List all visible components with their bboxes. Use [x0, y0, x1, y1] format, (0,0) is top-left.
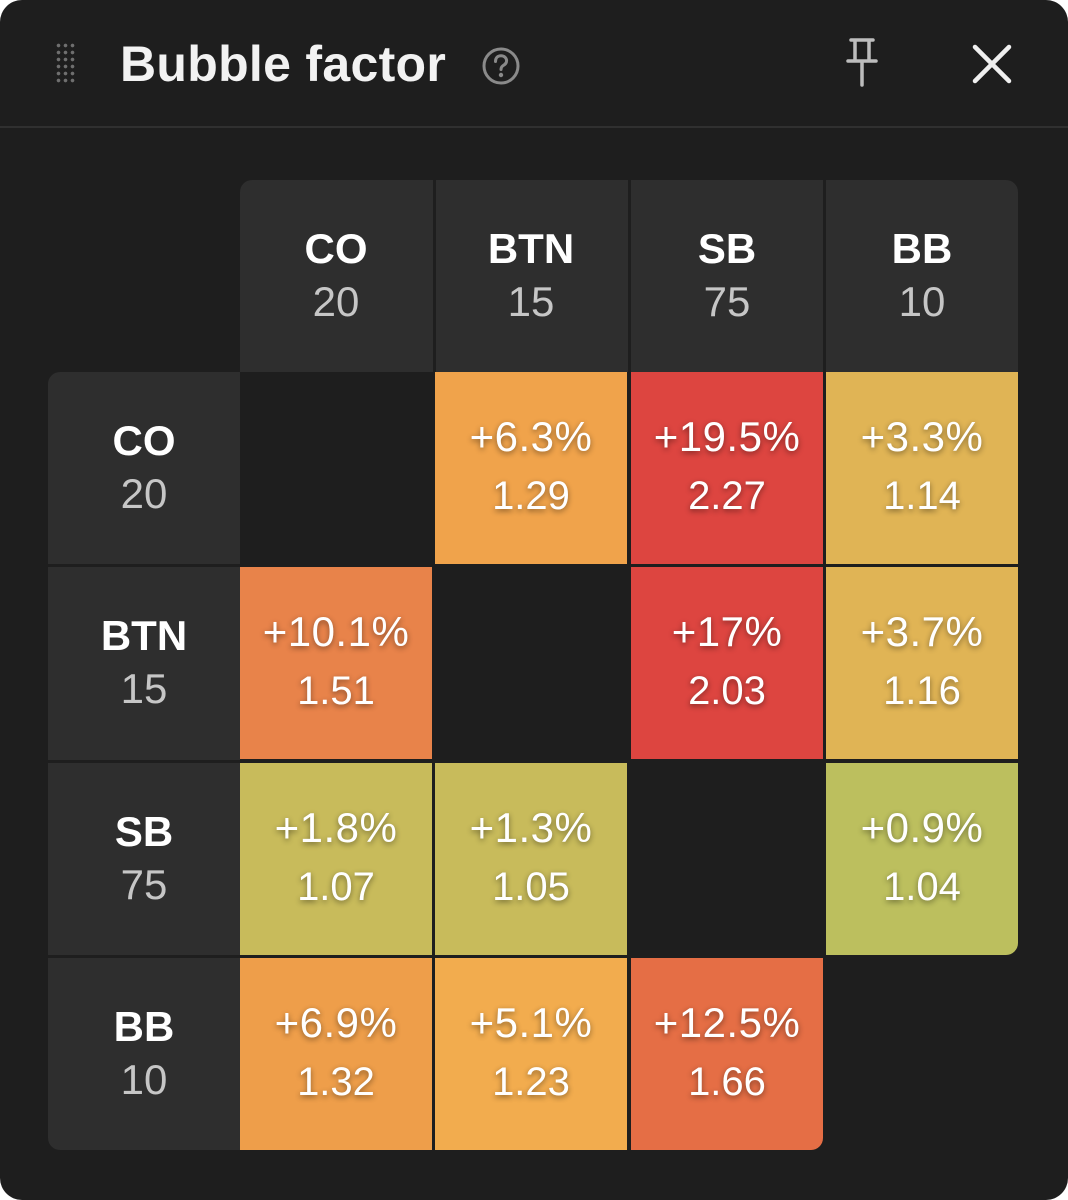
column-header-bb: BB 10 — [826, 180, 1018, 372]
row-header-sb: SB 75 — [48, 763, 240, 955]
bubble-factor-value: 2.27 — [688, 474, 766, 518]
bubble-factor-value: 1.05 — [492, 865, 570, 909]
matrix-cell-sb-vs-co[interactable]: +1.8% 1.07 — [240, 763, 432, 955]
bubble-factor-value: 1.16 — [883, 669, 961, 713]
stack-size: 10 — [120, 1056, 168, 1103]
column-divider — [823, 180, 826, 372]
panel-title: Bubble factor — [120, 36, 447, 92]
risk-premium: +0.9% — [860, 804, 984, 851]
risk-premium: +19.5% — [653, 413, 801, 460]
question-circle-icon[interactable] — [481, 46, 521, 86]
bubble-factor-value: 2.03 — [688, 669, 766, 713]
matrix-cell-btn-vs-co[interactable]: +10.1% 1.51 — [240, 567, 432, 759]
bubble-factor-value: 1.23 — [492, 1060, 570, 1104]
column-header-btn: BTN 15 — [435, 180, 627, 372]
bubble-factor-value: 1.29 — [492, 474, 570, 518]
bubble-factor-value: 1.51 — [297, 669, 375, 713]
matrix-cell-btn-vs-sb[interactable]: +17% 2.03 — [631, 567, 823, 759]
risk-premium: +1.3% — [469, 804, 593, 851]
row-header-bb: BB 10 — [48, 958, 240, 1150]
row-divider — [48, 564, 240, 567]
stack-size: 75 — [120, 861, 168, 908]
risk-premium: +6.9% — [274, 999, 398, 1046]
matrix-cell-bb-vs-btn[interactable]: +5.1% 1.23 — [435, 958, 627, 1150]
stack-size: 75 — [703, 278, 751, 325]
close-icon[interactable] — [970, 42, 1014, 86]
position-name: CO — [112, 417, 176, 464]
column-header-sb: SB 75 — [631, 180, 823, 372]
bubble-factor-value: 1.32 — [297, 1060, 375, 1104]
risk-premium: +10.1% — [262, 608, 410, 655]
position-name: SB — [114, 808, 174, 855]
empty-cell — [631, 763, 823, 955]
position-name: CO — [304, 225, 368, 272]
risk-premium: +17% — [671, 608, 783, 655]
row-divider — [48, 955, 240, 958]
empty-cell — [435, 567, 627, 759]
stack-size: 20 — [120, 470, 168, 517]
matrix-cell-bb-vs-sb[interactable]: +12.5% 1.66 — [631, 958, 823, 1150]
matrix-cell-co-vs-bb[interactable]: +3.3% 1.14 — [826, 372, 1018, 564]
stack-size: 15 — [120, 665, 168, 712]
position-name: SB — [697, 225, 757, 272]
position-name: BTN — [487, 225, 575, 272]
empty-cell — [826, 958, 1018, 1150]
risk-premium: +5.1% — [469, 999, 593, 1046]
column-divider — [628, 180, 631, 372]
matrix-cell-sb-vs-bb[interactable]: +0.9% 1.04 — [826, 763, 1018, 955]
position-name: BB — [113, 1003, 175, 1050]
bubble-factor-value: 1.14 — [883, 474, 961, 518]
matrix-cell-bb-vs-co[interactable]: +6.9% 1.32 — [240, 958, 432, 1150]
risk-premium: +3.3% — [860, 413, 984, 460]
stack-size: 20 — [312, 278, 360, 325]
risk-premium: +6.3% — [469, 413, 593, 460]
stack-size: 15 — [507, 278, 555, 325]
matrix-cell-co-vs-sb[interactable]: +19.5% 2.27 — [631, 372, 823, 564]
stack-size: 10 — [898, 278, 946, 325]
bubble-factor-value: 1.04 — [883, 865, 961, 909]
pin-icon[interactable] — [842, 36, 882, 88]
position-name: BTN — [100, 612, 188, 659]
column-divider — [433, 180, 436, 372]
risk-premium: +3.7% — [860, 608, 984, 655]
row-divider — [48, 760, 240, 763]
risk-premium: +1.8% — [274, 804, 398, 851]
matrix-cell-btn-vs-bb[interactable]: +3.7% 1.16 — [826, 567, 1018, 759]
matrix-cell-co-vs-btn[interactable]: +6.3% 1.29 — [435, 372, 627, 564]
position-name: BB — [891, 225, 953, 272]
row-header-btn: BTN 15 — [48, 567, 240, 759]
panel-header: Bubble factor — [0, 0, 1068, 128]
bubble-factor-value: 1.66 — [688, 1060, 766, 1104]
column-header-co: CO 20 — [240, 180, 432, 372]
risk-premium: +12.5% — [653, 999, 801, 1046]
bubble-factor-value: 1.07 — [297, 865, 375, 909]
row-header-co: CO 20 — [48, 372, 240, 564]
matrix-cell-sb-vs-btn[interactable]: +1.3% 1.05 — [435, 763, 627, 955]
drag-handle-icon[interactable] — [55, 42, 75, 84]
empty-cell — [240, 372, 432, 564]
